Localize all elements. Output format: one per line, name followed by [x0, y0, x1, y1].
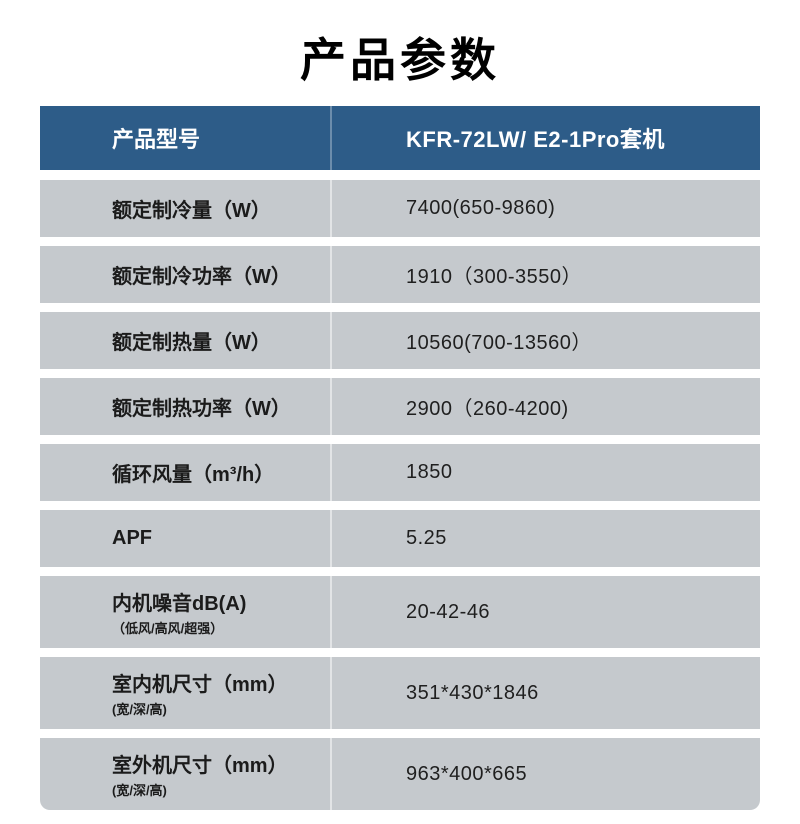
table-row: 内机噪音dB(A) （低风/高风/超强） 20-42-46 — [40, 576, 760, 648]
table-row: 循环风量（m³/h） 1850 — [40, 444, 760, 501]
row-label: 额定制冷量（W） — [112, 200, 271, 222]
row-value: 1910（300-3550） — [330, 246, 760, 303]
row-value: 2900（260-4200) — [330, 378, 760, 435]
table-row: APF 5.25 — [40, 510, 760, 567]
row-label: 额定制热功率（W） — [112, 398, 291, 420]
row-value: 7400(650-9860) — [330, 180, 760, 237]
row-value: 1850 — [330, 444, 760, 501]
spec-table: 产品型号 KFR-72LW/ E2-1Pro套机 额定制冷量（W） 7400(6… — [40, 106, 760, 810]
row-label-main: 室外机尺寸（mm） — [112, 755, 288, 777]
row-label: 室内机尺寸（mm） (宽/深/高) — [40, 657, 330, 729]
row-label-sub: （低风/高风/超强） — [112, 621, 224, 636]
page-title: 产品参数 — [300, 34, 500, 86]
header-model-value: KFR-72LW/ E2-1Pro套机 — [330, 106, 760, 170]
header-model-label: 产品型号 — [112, 127, 201, 152]
row-value: 20-42-46 — [330, 576, 760, 648]
row-value: 10560(700-13560） — [330, 312, 760, 369]
table-row: 室外机尺寸（mm） (宽/深/高) 963*400*665 — [40, 738, 760, 810]
row-label: 室外机尺寸（mm） (宽/深/高) — [40, 738, 330, 810]
table-row: 额定制冷量（W） 7400(650-9860) — [40, 180, 760, 237]
row-value: 351*430*1846 — [330, 657, 760, 729]
row-label: 额定制热量（W） — [112, 332, 271, 354]
row-label: APF — [112, 527, 152, 549]
table-header-row: 产品型号 KFR-72LW/ E2-1Pro套机 — [40, 106, 760, 170]
row-label-sub: (宽/深/高) — [112, 702, 167, 717]
row-label: 额定制冷功率（W） — [112, 266, 291, 288]
product-spec-sheet: 产品参数 产品型号 KFR-72LW/ E2-1Pro套机 额定制冷量（W） 7… — [0, 24, 800, 810]
row-label: 循环风量（m³/h） — [112, 464, 275, 486]
row-label-main: 室内机尺寸（mm） — [112, 674, 288, 696]
table-row: 额定制冷功率（W） 1910（300-3550） — [40, 246, 760, 303]
row-value: 5.25 — [330, 510, 760, 567]
table-row: 额定制热功率（W） 2900（260-4200) — [40, 378, 760, 435]
table-row: 室内机尺寸（mm） (宽/深/高) 351*430*1846 — [40, 657, 760, 729]
row-value: 963*400*665 — [330, 738, 760, 810]
row-label-sub: (宽/深/高) — [112, 783, 167, 798]
row-label: 内机噪音dB(A) （低风/高风/超强） — [40, 576, 330, 648]
row-label-main: 内机噪音dB(A) — [112, 593, 247, 615]
table-row: 额定制热量（W） 10560(700-13560） — [40, 312, 760, 369]
